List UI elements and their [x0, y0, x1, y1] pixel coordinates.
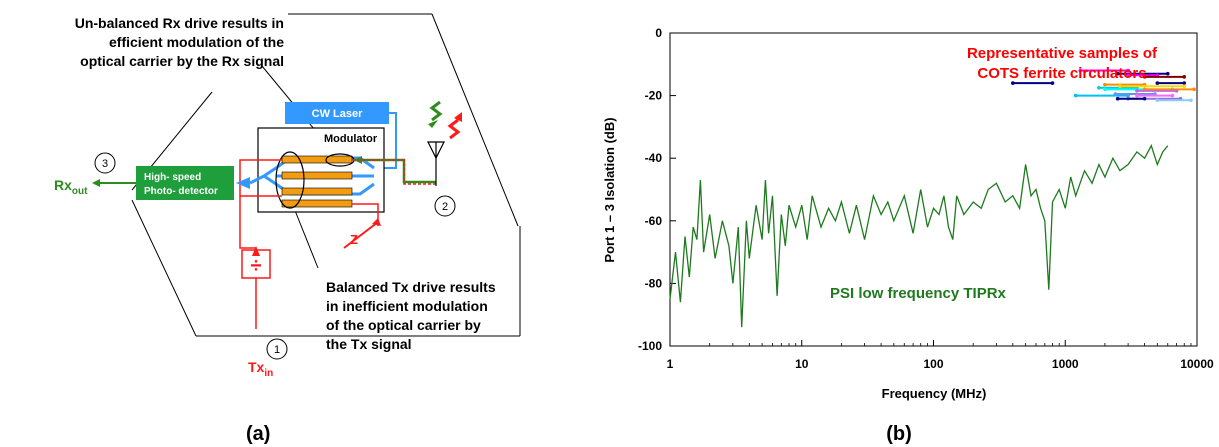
cots-sample-marker	[1097, 85, 1101, 90]
callout-bottom-line3: of the optical carrier by	[326, 317, 481, 333]
cots-sample-marker	[1113, 92, 1118, 96]
electrode-2	[281, 171, 353, 180]
laser-fiber	[374, 112, 397, 169]
tx-in-label: Txin	[248, 359, 273, 379]
caption-a: (a)	[246, 423, 270, 445]
power-divider-symbol: ÷	[251, 255, 262, 277]
port-2-label: 2	[442, 201, 448, 213]
leader-bottom-left	[131, 199, 197, 337]
rx-signal-icon	[429, 100, 443, 122]
tx-in-arrow	[252, 246, 260, 256]
x-tick-label: 1000	[1052, 357, 1079, 371]
caption-b: (b)	[886, 423, 912, 445]
y-tick-label: -20	[645, 89, 663, 103]
tx-electrode-ellipse	[275, 151, 305, 209]
x-axis-label: Frequency (MHz)	[882, 386, 987, 401]
cots-sample-marker	[1182, 84, 1187, 89]
annotation-top-line2: COTS ferrite circulators	[977, 65, 1146, 82]
cots-sample-marker	[1103, 87, 1107, 92]
isolation-chart: 1 10 100 1000 10000 0 -20 -40 -60 -80 -100 Repres…	[602, 26, 1214, 445]
series-group	[669, 144, 1169, 328]
series-label: PSI low frequency TIPRx	[830, 285, 1007, 302]
rx-out-subscript: out	[72, 186, 88, 197]
y-axis-label: Port 1 – 3 Isolation (dB)	[602, 117, 617, 262]
cots-sample-marker	[1115, 71, 1120, 76]
termination-z-label: Z	[350, 232, 358, 247]
cots-sample-marker	[1155, 98, 1160, 103]
detector-input-fiber	[249, 174, 265, 185]
y-axis-ticks: 0 -20 -40 -60 -80 -100	[638, 26, 676, 353]
cots-sample-marker	[1115, 96, 1120, 101]
termination-z-arrow	[372, 218, 381, 226]
callout-top-line3: optical carrier by the Rx signal	[80, 53, 284, 69]
electrode-4	[281, 199, 353, 208]
callout-bottom-line4: the Tx signal	[326, 336, 412, 352]
port-2-circle	[434, 195, 456, 217]
leader-bottom-to-modulator	[293, 207, 319, 269]
series-line	[669, 144, 1169, 328]
cots-sample-marker	[1126, 68, 1130, 73]
cots-sample-marker	[1135, 93, 1139, 98]
port-3-circle	[94, 152, 116, 174]
y-tick-label: -80	[645, 276, 663, 290]
cw-laser-box	[285, 102, 389, 124]
leader-top-right	[431, 13, 519, 227]
modulator-label: Modulator	[324, 133, 378, 145]
port-1-circle	[266, 338, 288, 360]
cots-sample-marker	[1155, 81, 1160, 85]
cots-sample-marker	[1103, 82, 1107, 87]
x-tick-label: 10000	[1180, 357, 1214, 371]
rx-out-label: Rxout	[54, 177, 88, 197]
detector-input-arrow	[236, 177, 250, 189]
antenna-icon	[427, 141, 445, 160]
port-3-label: 3	[102, 158, 108, 170]
cots-sample-marker	[1182, 81, 1187, 85]
cots-sample-marker	[1011, 81, 1015, 85]
diagram-panel: Un-balanced Rx drive results in efficien…	[54, 13, 521, 445]
port-1-label: 1	[274, 344, 280, 356]
callout-bottom-line2: in inefficient modulation	[326, 298, 488, 314]
cw-laser-label: CW Laser	[312, 108, 363, 120]
callout-bottom-line1: Balanced Tx drive results	[326, 279, 496, 295]
cots-sample-marker	[1126, 73, 1130, 78]
x-axis-ticks: 1 10 100 1000 10000	[667, 340, 1214, 371]
tx-signal-icon	[447, 118, 461, 140]
tx-to-antenna	[352, 159, 436, 185]
tx-signal-arrow	[454, 112, 462, 122]
cots-sample-marker	[1189, 98, 1193, 103]
y-tick-label: -60	[645, 214, 663, 228]
callout-top-line2: efficient modulation of the	[109, 34, 284, 50]
callout-top-line1: Un-balanced Rx drive results in	[75, 15, 284, 31]
x-tick-label: 100	[923, 357, 943, 371]
tx-in-subscript: in	[264, 368, 273, 379]
photodetector-label-line1: High- speed	[144, 172, 201, 183]
cots-sample-marker	[1142, 96, 1147, 101]
x-tick-label: 1	[667, 357, 674, 371]
x-tick-label: 10	[795, 357, 809, 371]
y-tick-label: -40	[645, 151, 663, 165]
cots-sample-marker	[1170, 93, 1175, 98]
photodetector-label-line2: Photo- detector	[144, 186, 218, 197]
cots-sample-marker	[1078, 68, 1083, 73]
cots-sample-marker	[1135, 89, 1139, 93]
termination-z-line	[343, 221, 379, 249]
cots-sample-marker	[1165, 71, 1170, 76]
cots-sample-marker	[1192, 87, 1196, 92]
cots-sample-marker	[1118, 84, 1122, 89]
cots-sample-marker	[1073, 93, 1078, 98]
cots-sample-marker	[1142, 75, 1147, 79]
annotation-top-line1: Representative samples of	[967, 45, 1158, 62]
electrode-3	[281, 187, 353, 196]
y-tick-label: -100	[638, 339, 662, 353]
rx-signal-arrow	[428, 120, 438, 128]
cots-sample-marker	[1050, 81, 1055, 85]
rx-out-arrow	[92, 179, 100, 187]
photodetector-box	[136, 166, 234, 200]
electrode-1	[281, 155, 353, 164]
cots-sample-marker	[1174, 89, 1179, 93]
cots-sample-marker	[1182, 75, 1187, 79]
y-tick-label: 0	[655, 26, 662, 40]
cots-sample-lines	[1011, 68, 1196, 103]
